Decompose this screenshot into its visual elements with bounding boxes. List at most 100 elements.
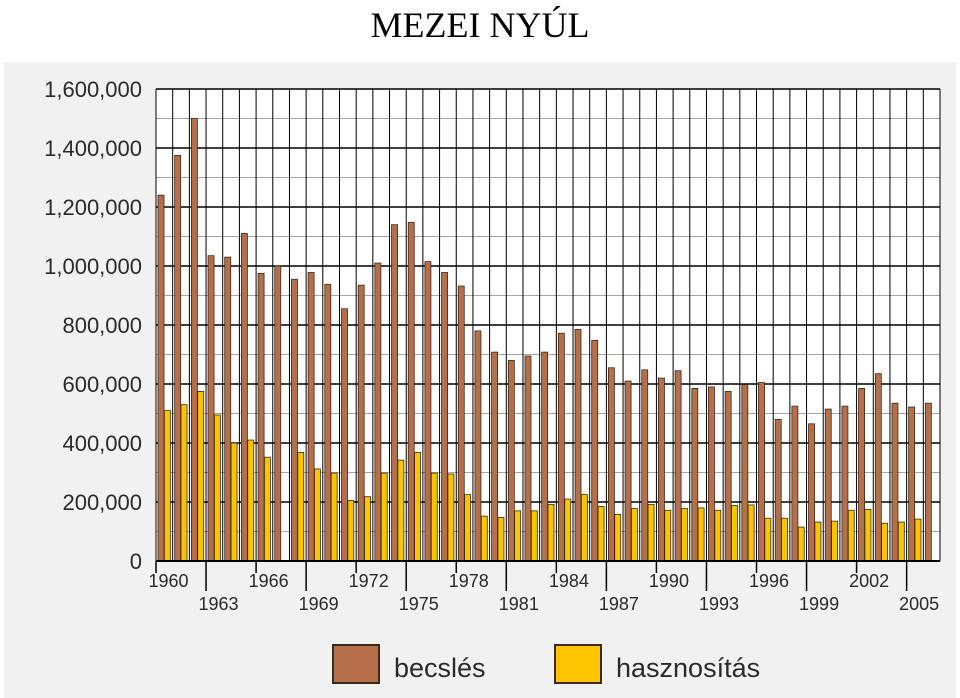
x-tick-label: 1969 xyxy=(299,594,339,614)
bar-hasznositas xyxy=(247,439,255,562)
bar-becsles xyxy=(257,272,265,562)
bar-hasznositas xyxy=(881,522,889,562)
bar-hasznositas xyxy=(314,468,321,562)
bar-hasznositas xyxy=(213,414,221,562)
legend-swatch xyxy=(332,644,380,684)
bar-hasznositas xyxy=(847,509,855,562)
bar-hasznositas xyxy=(864,508,872,562)
x-tick-label: 2002 xyxy=(849,571,889,591)
x-tick-label: 1960 xyxy=(148,571,188,591)
bar-becsles xyxy=(824,408,832,562)
y-tick-label: 1,600,000 xyxy=(44,77,142,102)
bar-hasznositas xyxy=(631,508,638,562)
y-tick-label: 1,000,000 xyxy=(44,254,142,279)
bar-hasznositas xyxy=(297,452,305,562)
bar-hasznositas xyxy=(614,513,622,562)
bar-hasznositas xyxy=(897,521,905,562)
y-tick-label: 800,000 xyxy=(62,313,142,338)
bar-hasznositas xyxy=(831,520,838,562)
bar-hasznositas xyxy=(397,459,405,562)
bar-becsles xyxy=(224,256,232,562)
bar-becsles xyxy=(658,377,665,562)
legend-label: hasznosítás xyxy=(616,653,760,683)
x-tick-label: 1978 xyxy=(449,571,489,591)
bar-becsles xyxy=(557,332,565,562)
bar-becsles xyxy=(924,402,932,562)
bar-becsles xyxy=(190,118,198,562)
bar-hasznositas xyxy=(414,452,421,562)
bar-becsles xyxy=(724,390,732,562)
bar-hasznositas xyxy=(330,472,338,562)
bar-hasznositas xyxy=(597,506,605,562)
bar-hasznositas xyxy=(681,508,688,562)
bar-becsles xyxy=(591,339,599,562)
bar-hasznositas xyxy=(764,517,772,562)
bar-hasznositas xyxy=(564,498,572,562)
bar-hasznositas xyxy=(547,503,555,562)
chart-title: MEZEI NYÚL xyxy=(370,5,590,45)
bar-becsles xyxy=(874,373,882,562)
bar-becsles xyxy=(374,262,382,562)
bar-becsles xyxy=(157,194,165,562)
bar-becsles xyxy=(741,384,749,562)
bar-becsles xyxy=(424,261,432,562)
x-tick-label: 1975 xyxy=(399,594,439,614)
bar-becsles xyxy=(574,329,582,562)
bar-becsles xyxy=(691,388,699,562)
legend-swatch xyxy=(554,644,602,684)
x-tick-label: 2005 xyxy=(899,594,939,614)
x-tick-label: 1963 xyxy=(199,594,239,614)
bar-hasznositas xyxy=(514,510,522,562)
bar-hasznositas xyxy=(497,516,505,562)
bar-hasznositas xyxy=(530,510,538,562)
bar-hasznositas xyxy=(714,509,722,562)
bar-becsles xyxy=(858,388,866,562)
bar-becsles xyxy=(457,285,465,562)
bar-hasznositas xyxy=(697,507,705,562)
bar-hasznositas xyxy=(747,504,755,562)
bar-becsles xyxy=(524,355,532,562)
x-tick-label: 1999 xyxy=(799,594,839,614)
bar-becsles xyxy=(841,405,849,562)
bar-hasznositas xyxy=(731,505,738,562)
bar-hasznositas xyxy=(814,521,822,562)
bar-hasznositas xyxy=(163,410,171,562)
bar-hasznositas xyxy=(914,518,922,562)
bar-becsles xyxy=(324,283,332,562)
y-tick-label: 200,000 xyxy=(62,490,142,515)
x-tick-label: 1996 xyxy=(749,571,789,591)
bar-hasznositas xyxy=(781,517,788,562)
x-tick-label: 1981 xyxy=(499,594,539,614)
x-tick-label: 1984 xyxy=(549,571,589,591)
bar-becsles xyxy=(274,265,282,562)
bar-hasznositas xyxy=(380,472,388,562)
y-tick-label: 600,000 xyxy=(62,372,142,397)
x-tick-label: 1987 xyxy=(599,594,639,614)
x-tick-label: 1966 xyxy=(249,571,289,591)
bar-hasznositas xyxy=(264,456,271,562)
bar-hasznositas xyxy=(797,526,805,562)
bar-hasznositas xyxy=(180,404,188,562)
bar-becsles xyxy=(241,233,248,562)
bar-becsles xyxy=(441,272,448,562)
bar-becsles xyxy=(174,154,182,562)
bar-becsles xyxy=(507,359,515,562)
bar-hasznositas xyxy=(480,515,488,562)
bar-becsles xyxy=(207,255,215,562)
bar-becsles xyxy=(474,330,482,562)
bar-becsles xyxy=(541,351,549,562)
bar-becsles xyxy=(791,405,799,562)
bar-becsles xyxy=(674,370,682,562)
bar-becsles xyxy=(607,367,615,562)
bar-hasznositas xyxy=(430,472,438,562)
bar-becsles xyxy=(708,386,715,562)
bar-becsles xyxy=(341,308,348,562)
bar-becsles xyxy=(307,272,315,562)
bar-hasznositas xyxy=(580,494,588,562)
x-tick-label: 1993 xyxy=(699,594,739,614)
bar-becsles xyxy=(357,284,365,562)
bar-becsles xyxy=(491,351,499,562)
bar-becsles xyxy=(624,380,632,562)
bar-becsles xyxy=(641,369,649,562)
